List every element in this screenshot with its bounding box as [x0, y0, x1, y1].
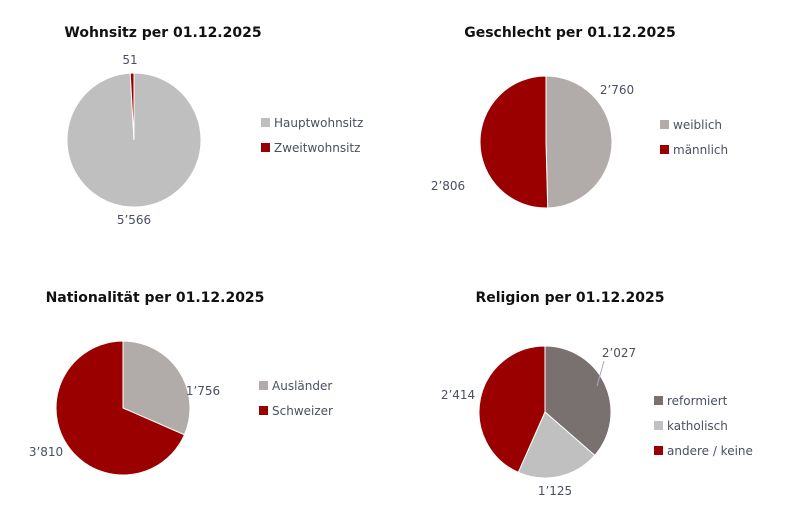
pie-chart-4: Religion per 01.12.2025 2’027 reformiert 1’… [441, 290, 753, 498]
legend-swatch [261, 143, 270, 152]
chart-title: Wohnsitz per 01.12.2025 [64, 25, 261, 41]
pie-slice-weiblich [545, 75, 613, 209]
legend-swatch [660, 120, 669, 129]
legend-label: andere / keine [667, 444, 753, 458]
legend-swatch [660, 145, 669, 154]
pie-chart-2: Geschlecht per 01.12.2025 2’760 weiblich 2’… [431, 25, 728, 209]
data-label: 51 [122, 53, 137, 67]
pie-slice-schweizer [55, 340, 186, 476]
pie-chart-3: Nationalität per 01.12.2025 1’756 Auslände… [29, 290, 333, 476]
data-label: 5’566 [117, 213, 151, 227]
pie-slice-andere-keine [478, 345, 546, 474]
legend-label: weiblich [673, 118, 722, 132]
chart-title: Religion per 01.12.2025 [475, 290, 664, 306]
pie-slice-männlich [479, 75, 549, 209]
chart-title: Geschlecht per 01.12.2025 [464, 25, 676, 41]
legend-swatch [259, 381, 268, 390]
legend-label: reformiert [667, 394, 728, 408]
pie-slice-zweitwohnsitz [129, 72, 135, 141]
legend-label: Zweitwohnsitz [274, 141, 360, 155]
data-label: 2’414 [441, 388, 475, 402]
data-label: 2’027 [602, 346, 636, 360]
leader-line [596, 360, 605, 387]
legend-swatch [654, 421, 663, 430]
pie-slice-ausländer [122, 340, 191, 436]
legend-swatch [261, 118, 270, 127]
data-label: 2’806 [431, 179, 465, 193]
pie-slice-katholisch [517, 411, 596, 479]
legend-label: Schweizer [272, 404, 333, 418]
data-label: 1’125 [538, 484, 572, 498]
legend-swatch [259, 406, 268, 415]
legend-label: männlich [673, 143, 728, 157]
legend-swatch [654, 446, 663, 455]
data-label: 1’756 [186, 384, 220, 398]
legend-label: Ausländer [272, 379, 332, 393]
pie-chart-1: Wohnsitz per 01.12.2025 5’566 Hauptwohnsit… [64, 25, 363, 227]
legend-swatch [654, 396, 663, 405]
data-label: 3’810 [29, 445, 63, 459]
legend-label: Hauptwohnsitz [274, 116, 363, 130]
legend-label: katholisch [667, 419, 728, 433]
pie-slice-reformiert [544, 345, 612, 457]
data-label: 2’760 [600, 83, 634, 97]
chart-title: Nationalität per 01.12.2025 [46, 290, 265, 306]
